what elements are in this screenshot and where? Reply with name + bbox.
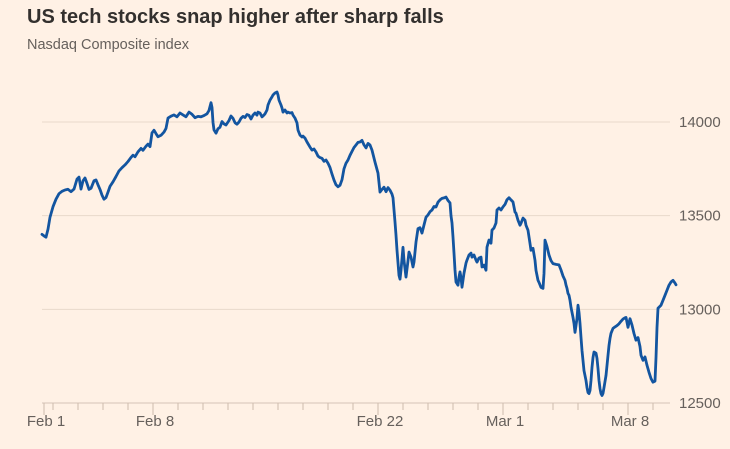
x-axis-label: Mar 8 xyxy=(611,413,649,430)
chart-title: US tech stocks snap higher after sharp f… xyxy=(27,6,444,28)
nasdaq-price-line xyxy=(40,90,678,397)
y-axis-label: 12500 xyxy=(679,395,721,412)
x-axis-label: Feb 1 xyxy=(27,413,65,430)
chart-subtitle: Nasdaq Composite index xyxy=(27,37,190,53)
y-axis-label: 13000 xyxy=(679,301,721,318)
x-axis-label: Feb 22 xyxy=(357,413,404,430)
x-axis-label: Feb 8 xyxy=(136,413,174,430)
x-axis-label: Mar 1 xyxy=(486,413,524,430)
y-axis-label: 13500 xyxy=(679,208,721,225)
y-axis-label: 14000 xyxy=(679,114,721,131)
